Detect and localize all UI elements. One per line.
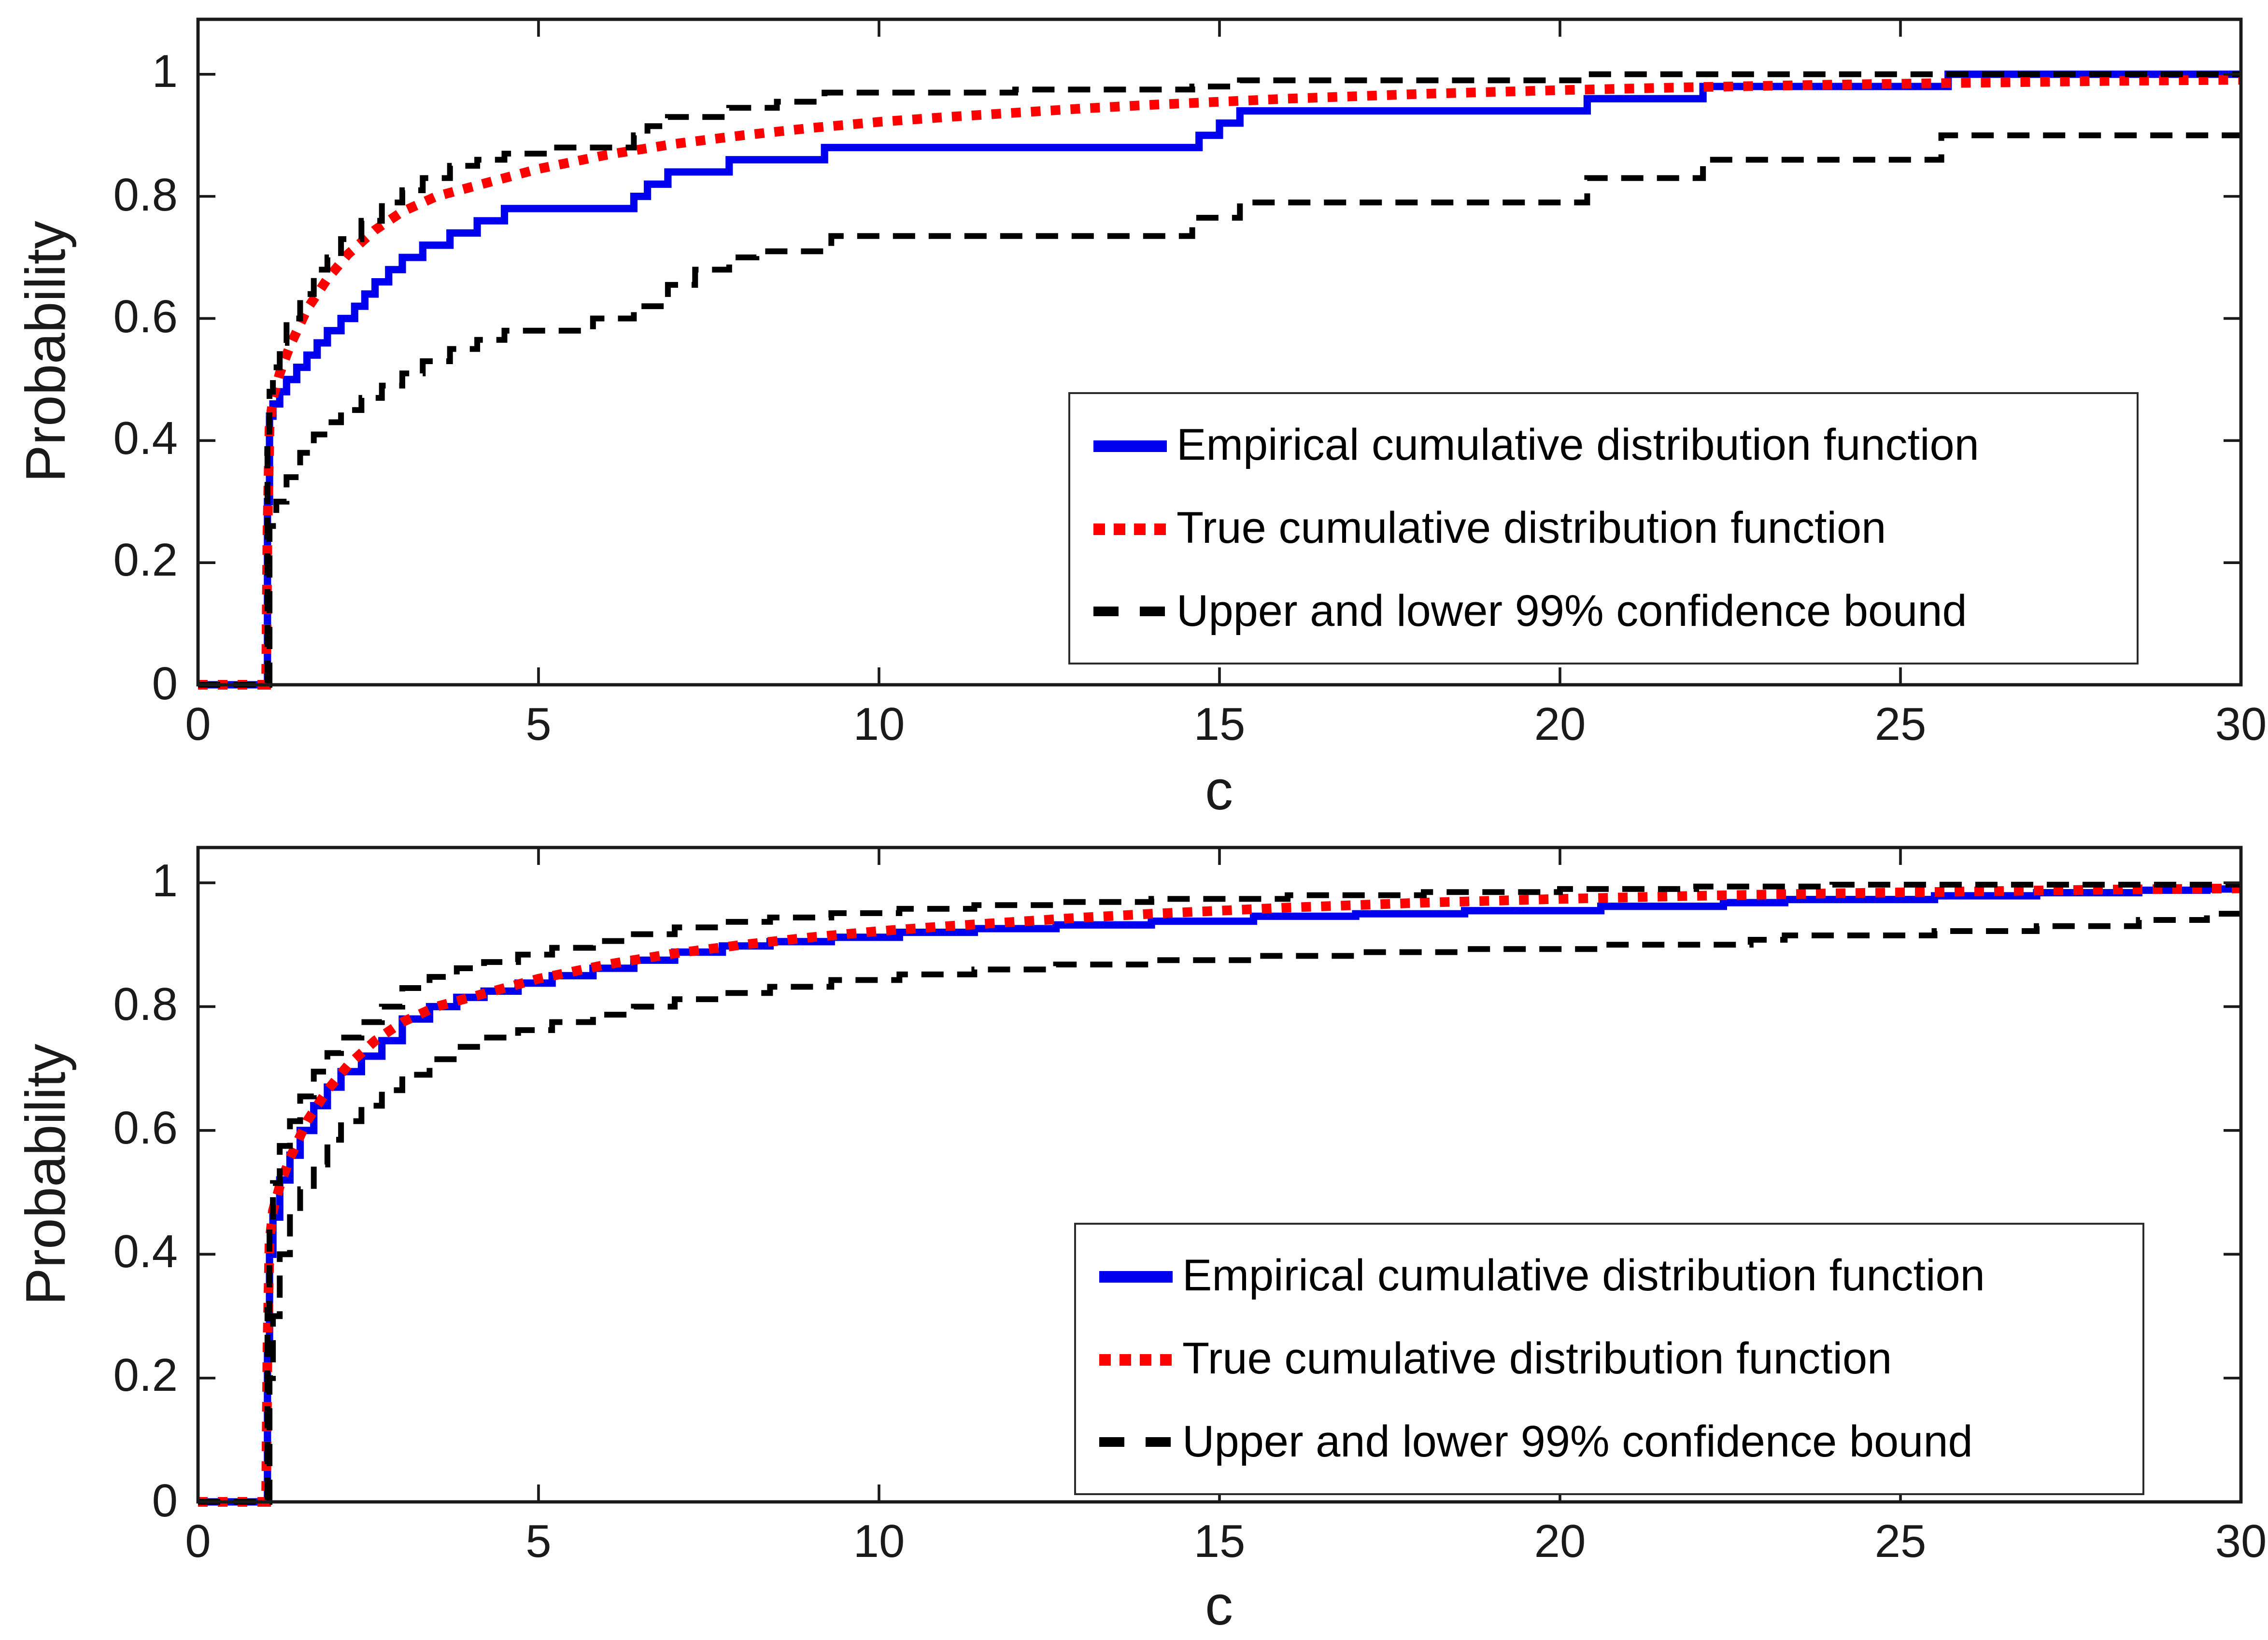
x-tick-label: 0 bbox=[185, 698, 211, 750]
legend-item-ecdf: Empirical cumulative distribution functi… bbox=[1093, 419, 2125, 471]
y-tick-label: 1 bbox=[152, 856, 178, 908]
upper-bound-line bbox=[198, 881, 2241, 1505]
true-cdf-line-sample-icon bbox=[1093, 523, 1167, 534]
y-tick-label: 0 bbox=[152, 1475, 178, 1527]
confidence-bound-line-sample-icon bbox=[1099, 1437, 1173, 1447]
y-tick-label: 0.6 bbox=[113, 1103, 178, 1156]
x-tick-label: 15 bbox=[1193, 698, 1246, 750]
x-tick-label: 15 bbox=[1193, 1515, 1246, 1568]
y-tick-label: 0.8 bbox=[113, 979, 178, 1032]
legend-label-confidence-bound: Upper and lower 99% confidence bound bbox=[1177, 585, 1967, 636]
confidence-bound-line-sample-icon bbox=[1093, 606, 1167, 617]
x-tick-label: 25 bbox=[1874, 698, 1927, 750]
y-tick-label: 0.4 bbox=[113, 1227, 178, 1280]
ecdf-line-sample-icon bbox=[1099, 1270, 1173, 1282]
lower-bound-line bbox=[198, 132, 2241, 688]
upper-bound-line bbox=[198, 71, 2241, 688]
x-tick-label: 10 bbox=[853, 1515, 905, 1568]
x-tick-label: 0 bbox=[185, 1515, 211, 1568]
x-tick-label: 5 bbox=[525, 698, 552, 750]
true-cdf-line-sample-icon bbox=[1099, 1353, 1173, 1365]
legend-bottom: Empirical cumulative distribution functi… bbox=[1074, 1223, 2144, 1495]
x-tick-label: 20 bbox=[1534, 698, 1586, 750]
ecdf-line bbox=[198, 71, 2241, 689]
x-tick-label: 20 bbox=[1534, 1515, 1586, 1568]
y-tick-label: 0.2 bbox=[113, 1351, 178, 1403]
x-tick-label: 25 bbox=[1874, 1515, 1927, 1568]
y-tick-label: 0.8 bbox=[113, 169, 178, 222]
x-tick-label: 5 bbox=[525, 1515, 552, 1568]
true-cdf-line bbox=[198, 75, 2241, 690]
x-axis-label-bottom: c bbox=[1205, 1576, 1233, 1638]
x-tick-label: 30 bbox=[2215, 1515, 2267, 1568]
y-tick-label: 1 bbox=[152, 47, 178, 99]
lower-bound-line bbox=[198, 911, 2241, 1505]
true-cdf-line bbox=[198, 883, 2241, 1507]
y-tick-label: 0 bbox=[152, 658, 178, 710]
legend-label-confidence-bound: Upper and lower 99% confidence bound bbox=[1182, 1416, 1973, 1466]
y-tick-label: 0.2 bbox=[113, 536, 178, 588]
legend-label-ecdf: Empirical cumulative distribution functi… bbox=[1177, 419, 1979, 469]
x-tick-label: 30 bbox=[2215, 698, 2267, 750]
legend-item-confidence-bound: Upper and lower 99% confidence bound bbox=[1099, 1416, 2131, 1468]
y-tick-label: 0.6 bbox=[113, 291, 178, 344]
legend-top: Empirical cumulative distribution functi… bbox=[1068, 392, 2139, 664]
legend-label-ecdf: Empirical cumulative distribution functi… bbox=[1182, 1250, 1985, 1300]
legend-label-true-cdf: True cumulative distribution function bbox=[1177, 502, 1886, 552]
x-tick-label: 10 bbox=[853, 698, 905, 750]
ecdf-line-sample-icon bbox=[1093, 439, 1167, 451]
y-tick-label: 0.4 bbox=[113, 413, 178, 466]
legend-label-true-cdf: True cumulative distribution function bbox=[1182, 1333, 1892, 1383]
legend-item-true-cdf: True cumulative distribution function bbox=[1099, 1333, 2131, 1385]
x-axis-label-top: c bbox=[1205, 761, 1233, 823]
legend-item-true-cdf: True cumulative distribution function bbox=[1093, 502, 2125, 554]
legend-item-confidence-bound: Upper and lower 99% confidence bound bbox=[1093, 585, 2125, 637]
legend-item-ecdf: Empirical cumulative distribution functi… bbox=[1099, 1250, 2131, 1302]
